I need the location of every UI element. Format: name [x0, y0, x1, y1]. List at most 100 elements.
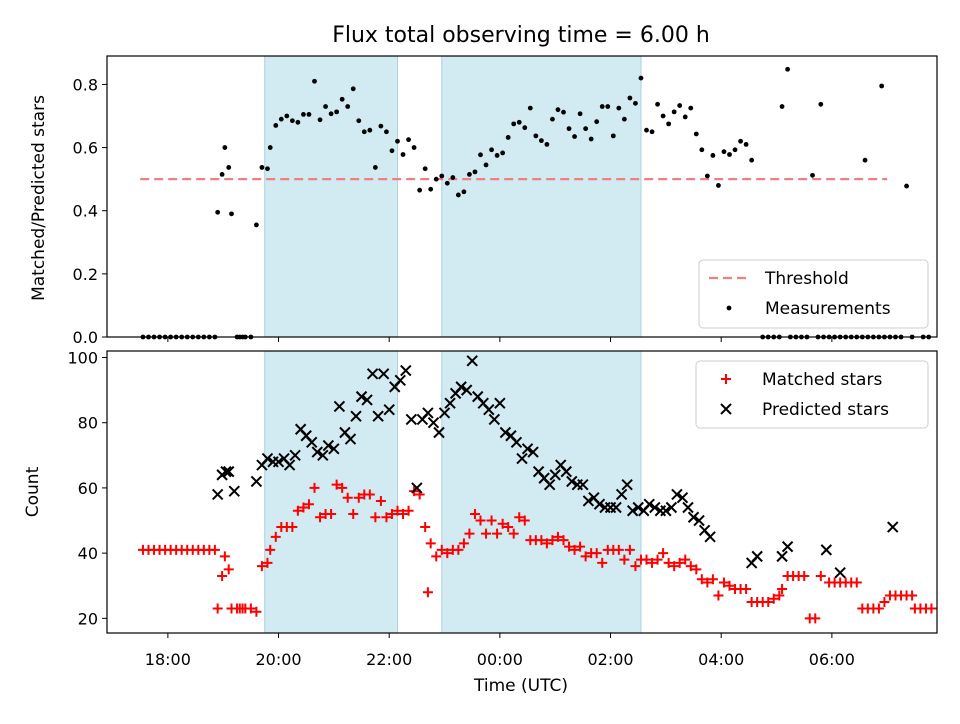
bottom-point-0-28: [270, 531, 281, 542]
bottom-point-1-79: [660, 505, 672, 517]
x-tick-label-5: 04:00: [698, 650, 744, 669]
top-point-0-67: [489, 147, 494, 153]
top-point-0-24: [254, 222, 259, 228]
top-point-0-108: [716, 183, 721, 188]
top-point-0-73: [522, 125, 528, 131]
bottom-point-1-70: [610, 501, 622, 514]
top-point-0-81: [566, 126, 572, 132]
bottom-point-0-128: [815, 570, 826, 581]
bottom-y-tick-label-3: 80: [78, 414, 98, 433]
top-point-0-40: [339, 96, 345, 102]
bottom-point-0-111: [724, 580, 735, 591]
bottom-point-0-48: [381, 512, 392, 523]
top-point-0-56: [428, 186, 434, 192]
top-point-0-54: [417, 187, 423, 193]
top-point-0-50: [395, 138, 400, 144]
bottom-shaded-interval-0: [264, 350, 399, 634]
bottom-point-1-81: [671, 488, 683, 501]
bottom-point-1-31: [394, 374, 406, 387]
x-tick-label-6: 06:00: [809, 650, 855, 669]
top-point-0-87: [599, 104, 605, 109]
top-point-0-18: [229, 211, 234, 217]
bottom-legend: Matched stars Predicted stars: [695, 360, 929, 429]
bottom-point-0-27: [265, 544, 276, 555]
top-point-0-112: [738, 138, 743, 144]
x-tick-label-1: 20:00: [255, 650, 301, 669]
bottom-point-0-105: [691, 564, 702, 575]
bottom-point-1-4: [228, 485, 240, 497]
bottom-point-1-64: [577, 478, 589, 491]
bottom-point-1-72: [621, 478, 633, 491]
bottom-point-1-76: [643, 498, 655, 510]
bottom-point-1-38: [433, 426, 445, 439]
bottom-point-0-70: [497, 518, 508, 529]
bottom-point-1-77: [649, 501, 661, 514]
chart-title: Flux total observing time = 6.00 h: [332, 23, 710, 48]
bottom-point-1-29: [383, 403, 395, 416]
top-point-0-95: [644, 127, 649, 133]
top-point-0-66: [483, 162, 489, 168]
top-point-0-103: [688, 105, 694, 111]
bottom-y-tick-label-1: 40: [78, 544, 98, 563]
bottom-legend-box: [695, 360, 929, 429]
bottom-point-1-91: [781, 540, 794, 553]
bottom-point-1-61: [560, 465, 572, 478]
bottom-point-0-66: [475, 515, 486, 526]
bottom-point-0-45: [364, 489, 375, 500]
bottom-point-1-42: [455, 381, 467, 393]
top-point-0-58: [439, 173, 445, 179]
top-y-tick-label-0: 0.0: [73, 328, 98, 347]
top-point-0-29: [278, 116, 284, 122]
top-point-0-47: [378, 123, 384, 129]
top-point-0-97: [655, 101, 660, 107]
bottom-point-1-58: [543, 478, 556, 491]
top-point-0-86: [594, 119, 600, 125]
top-point-0-78: [550, 116, 555, 122]
top-shaded-interval-1: [441, 55, 642, 338]
bottom-point-0-68: [486, 515, 497, 526]
bottom-point-1-17: [317, 449, 329, 462]
bottom-point-0-82: [564, 541, 575, 552]
bottom-point-0-100: [663, 557, 674, 568]
top-point-0-94: [638, 75, 644, 81]
bottom-point-0-36: [315, 512, 326, 523]
bottom-point-0-78: [541, 538, 552, 549]
bottom-point-0-134: [851, 577, 862, 588]
bottom-point-0-24: [251, 606, 262, 617]
bottom-point-1-39: [438, 407, 451, 419]
bottom-point-0-81: [558, 535, 569, 546]
top-point-0-102: [682, 114, 688, 120]
top-point-0-68: [494, 153, 500, 158]
top-y-axis-label: Matched/Predicted stars: [29, 95, 49, 301]
top-point-0-99: [666, 121, 672, 127]
bottom-point-0-91: [613, 544, 624, 555]
bottom-point-0-127: [810, 613, 821, 624]
bottom-point-1-20: [333, 400, 346, 413]
top-legend-label-0: Threshold: [764, 269, 849, 289]
top-point-0-52: [406, 137, 411, 143]
top-point-0-105: [699, 147, 705, 153]
bottom-point-0-58: [431, 551, 442, 562]
bottom-point-0-43: [353, 492, 364, 503]
bottom-point-1-43: [460, 384, 473, 396]
bottom-point-1-48: [488, 413, 501, 426]
bottom-point-0-79: [547, 535, 558, 546]
bottom-point-0-109: [713, 590, 724, 601]
top-point-0-92: [627, 95, 633, 101]
top-point-0-82: [572, 134, 577, 139]
top-point-0-33: [301, 112, 306, 117]
top-point-0-89: [610, 133, 616, 139]
bottom-point-0-35: [309, 482, 320, 493]
bottom-point-0-103: [680, 554, 691, 565]
bottom-point-0-38: [326, 509, 337, 520]
bottom-point-1-9: [272, 456, 285, 468]
top-point-0-45: [367, 127, 373, 133]
top-point-0-96: [649, 129, 655, 135]
bottom-point-1-67: [593, 498, 606, 510]
top-point-0-25: [259, 165, 265, 170]
bottom-point-0-72: [508, 528, 519, 539]
top-axes-frame: [106, 55, 938, 338]
top-point-0-91: [621, 116, 627, 122]
bottom-point-1-52: [510, 436, 523, 448]
bottom-point-1-53: [516, 452, 528, 465]
